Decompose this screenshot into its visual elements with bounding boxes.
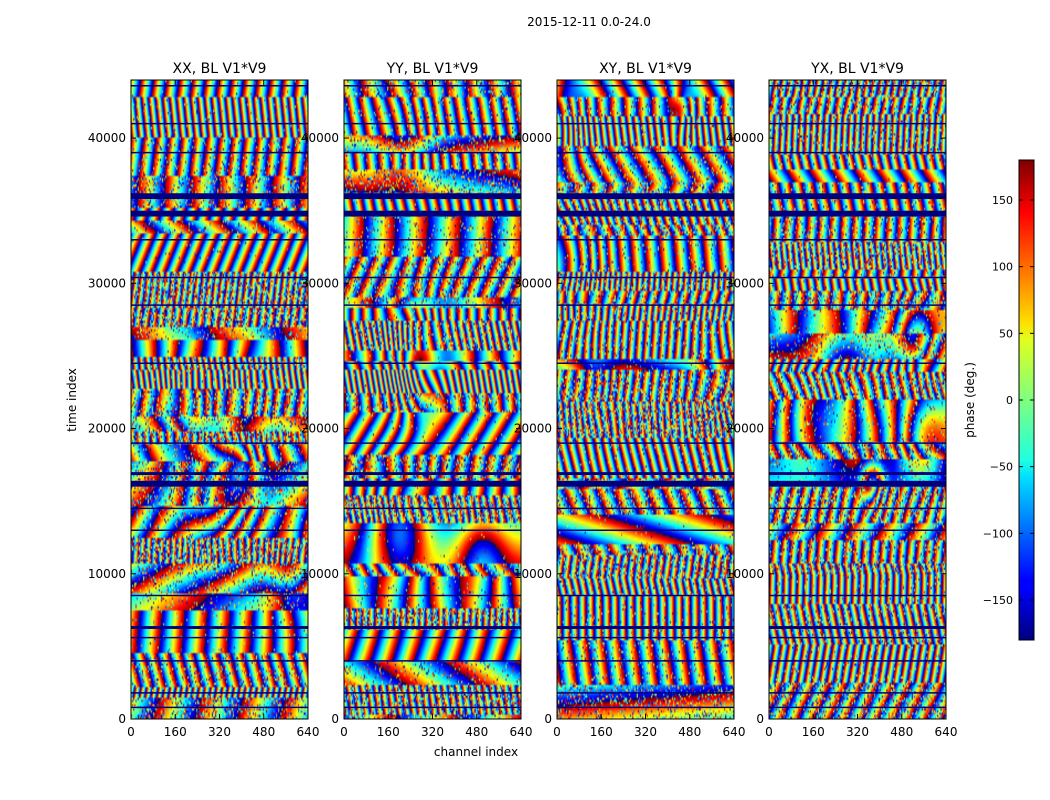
x-tick-label: 160 <box>590 725 613 739</box>
panel-title: YX, BL V1*V9 <box>810 61 904 77</box>
x-tick-label: 640 <box>297 725 320 739</box>
panel-title: XX, BL V1*V9 <box>173 61 267 77</box>
y-tick-label: 40000 <box>726 131 764 145</box>
x-tick-label: 640 <box>935 725 958 739</box>
y-tick-label: 10000 <box>514 567 552 581</box>
x-tick-label: 0 <box>127 725 135 739</box>
x-tick-label: 0 <box>553 725 561 739</box>
colorbar-tick-label: 100 <box>992 261 1013 274</box>
figure-suptitle: 2015-12-11 0.0-24.0 <box>527 15 651 29</box>
y-tick-label: 0 <box>544 712 552 726</box>
y-tick-label: 40000 <box>301 131 339 145</box>
flagged-time-band <box>557 210 734 217</box>
x-axis-label: channel index <box>434 745 518 759</box>
heatmap-panel: YX, BL V1*V9 0 160 320 480 640 0 10000 20000 3000… <box>726 61 958 739</box>
y-tick-label: 10000 <box>88 567 126 581</box>
colorbar-tick-label: −150 <box>983 594 1013 607</box>
x-tick-label: 320 <box>634 725 657 739</box>
heatmap-panel: YY, BL V1*V9 0 160 320 480 640 0 10000 20000 3000… <box>301 61 533 739</box>
flagged-time-band <box>344 210 521 217</box>
flagged-time-band <box>557 193 734 200</box>
y-tick-label: 40000 <box>88 131 126 145</box>
x-tick-label: 160 <box>164 725 187 739</box>
x-tick-label: 480 <box>890 725 913 739</box>
y-tick-label: 10000 <box>301 567 339 581</box>
y-tick-label: 10000 <box>726 567 764 581</box>
y-tick-label: 0 <box>331 712 339 726</box>
colorbar-tick-label: −100 <box>983 527 1013 540</box>
x-tick-label: 640 <box>723 725 746 739</box>
colorbar: −150 −100 −50 0 50 100 150 phase (deg.) <box>963 159 1035 641</box>
y-tick-label: 20000 <box>726 422 764 436</box>
flagged-time-band <box>344 480 521 487</box>
x-tick-label: 480 <box>678 725 701 739</box>
flagged-time-band <box>344 193 521 200</box>
y-tick-label: 40000 <box>514 131 552 145</box>
x-tick-label: 480 <box>465 725 488 739</box>
colorbar-label: phase (deg.) <box>963 362 977 438</box>
y-tick-label: 20000 <box>88 422 126 436</box>
x-tick-label: 320 <box>421 725 444 739</box>
colorbar-tick-label: 50 <box>999 327 1013 340</box>
flagged-time-band <box>557 480 734 487</box>
heatmap-image <box>131 80 308 719</box>
flagged-time-band <box>769 210 946 217</box>
x-tick-label: 320 <box>208 725 231 739</box>
x-tick-label: 480 <box>252 725 275 739</box>
flagged-time-band <box>131 480 308 487</box>
y-tick-label: 30000 <box>514 276 552 290</box>
y-tick-label: 30000 <box>301 276 339 290</box>
flagged-time-band <box>131 210 308 217</box>
flagged-time-band <box>557 626 734 629</box>
flagged-time-band <box>769 472 946 476</box>
heatmap-image <box>557 80 734 719</box>
heatmap-image <box>769 80 946 719</box>
y-tick-label: 30000 <box>726 276 764 290</box>
flagged-time-band <box>344 626 521 629</box>
flagged-time-band <box>344 472 521 476</box>
y-tick-label: 30000 <box>88 276 126 290</box>
flagged-time-band <box>131 626 308 629</box>
panel-title: XY, BL V1*V9 <box>599 61 692 77</box>
panel-title: YY, BL V1*V9 <box>386 61 479 77</box>
y-tick-label: 20000 <box>514 422 552 436</box>
x-tick-label: 160 <box>802 725 825 739</box>
y-axis-label: time index <box>65 368 79 432</box>
x-tick-label: 0 <box>340 725 348 739</box>
flagged-time-band <box>769 193 946 200</box>
heatmap-panel: XX, BL V1*V9 0 160 320 480 640 0 10000 20000 3000… <box>88 61 320 739</box>
colorbar-ticks: −150 −100 −50 0 50 100 150 <box>983 194 1034 607</box>
x-tick-label: 0 <box>765 725 773 739</box>
colorbar-tick-label: 0 <box>1006 394 1013 407</box>
x-tick-label: 640 <box>510 725 533 739</box>
flagged-time-band <box>557 472 734 476</box>
flagged-time-band <box>769 480 946 487</box>
x-tick-label: 320 <box>846 725 869 739</box>
y-tick-label: 0 <box>118 712 126 726</box>
flagged-time-band <box>131 472 308 476</box>
flagged-time-band <box>769 626 946 629</box>
heatmap-panel: XY, BL V1*V9 0 160 320 480 640 0 10000 20000 3000… <box>514 61 746 739</box>
colorbar-tick-label: −50 <box>990 461 1013 474</box>
x-tick-label: 160 <box>377 725 400 739</box>
heatmap-panels: XX, BL V1*V9 0 160 320 480 640 0 10000 20000 3000… <box>88 61 958 739</box>
y-tick-label: 0 <box>756 712 764 726</box>
y-tick-label: 20000 <box>301 422 339 436</box>
colorbar-tick-label: 150 <box>992 194 1013 207</box>
flagged-time-band <box>131 193 308 200</box>
heatmap-image <box>344 80 521 719</box>
